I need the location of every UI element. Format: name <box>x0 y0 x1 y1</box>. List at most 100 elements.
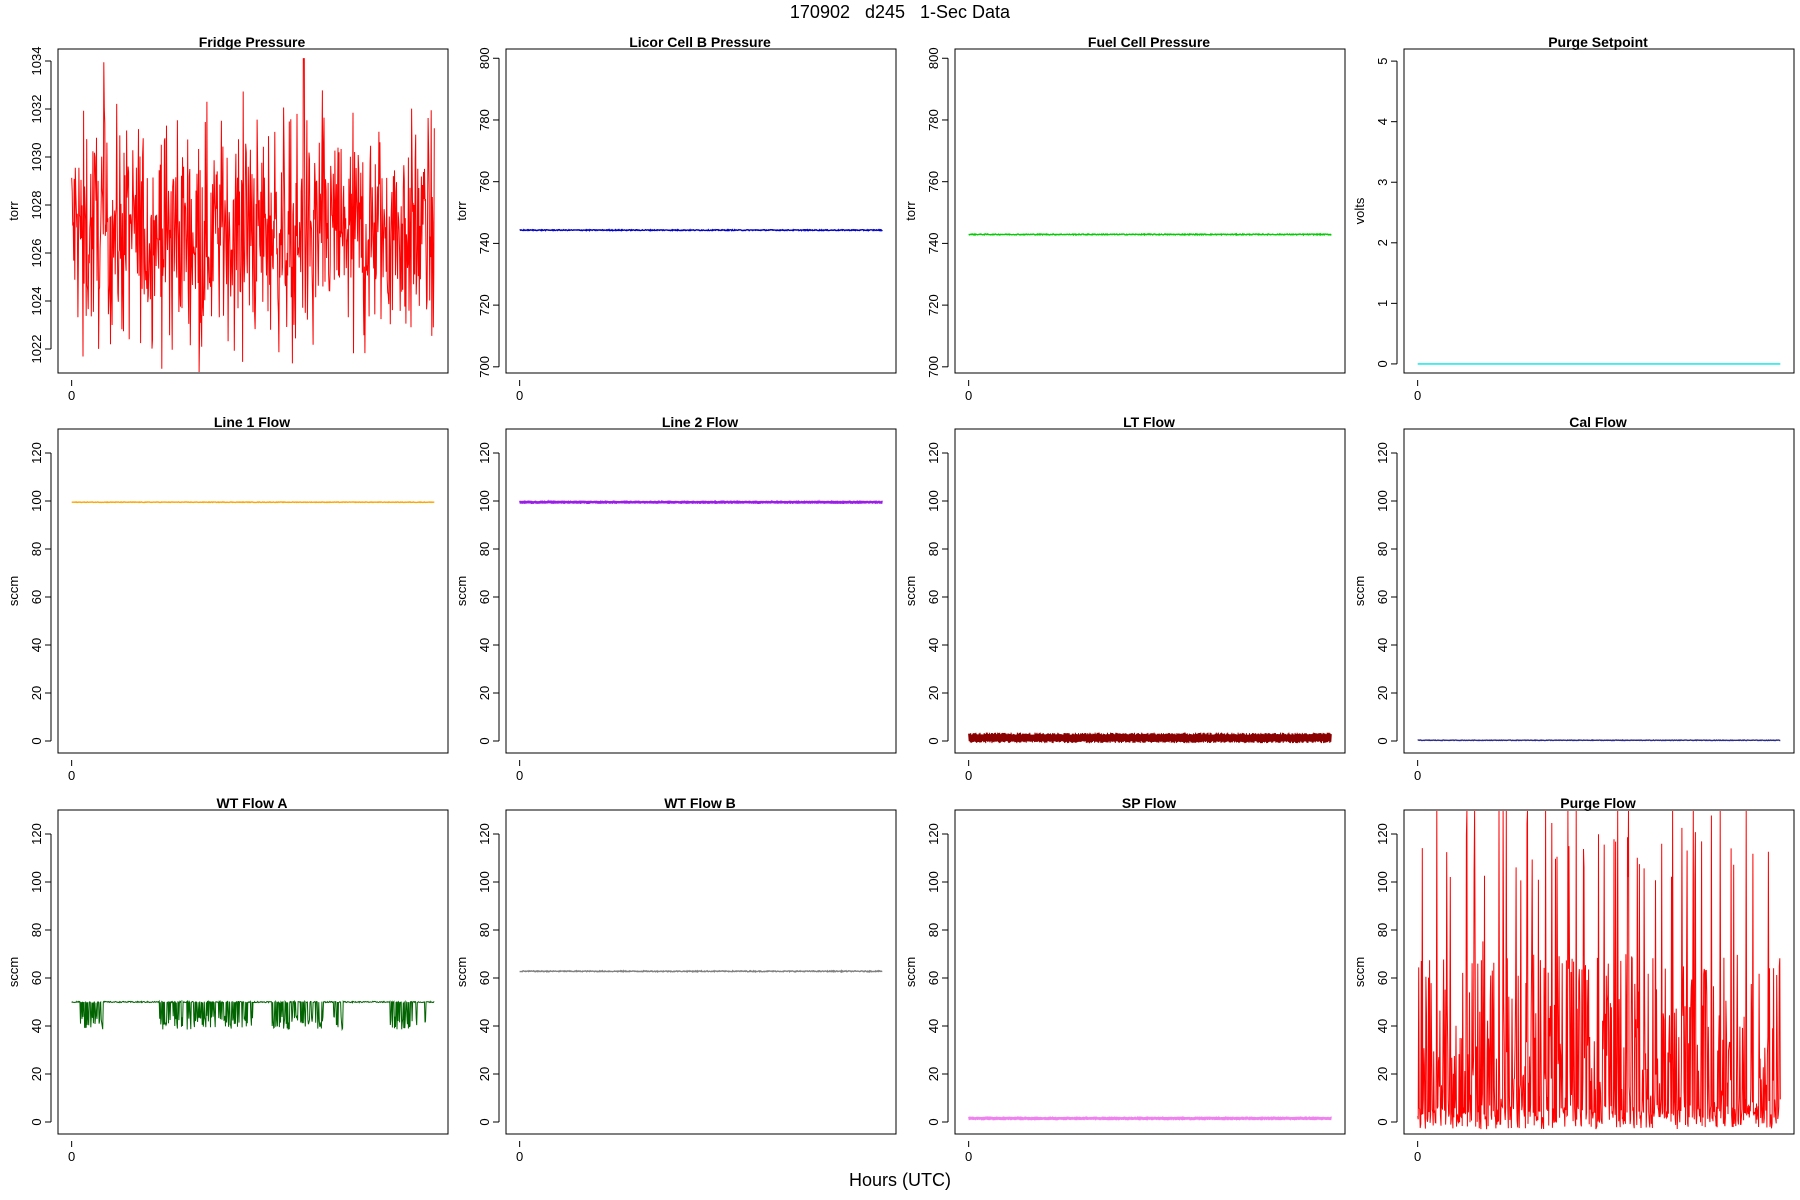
plot-frame <box>57 428 449 754</box>
y-axis-label: sccm <box>454 576 469 606</box>
panel-line-2-flow: Line 2 Flow 0 20 40 60 80 100 120 sccm 0 <box>454 414 897 783</box>
y-axis-label: torr <box>6 201 21 221</box>
x-tick-label: 0 <box>68 1149 75 1164</box>
y-tick-label: 1034 <box>29 47 44 76</box>
panel-title: Line 2 Flow <box>662 414 738 430</box>
y-tick-label: 780 <box>926 109 941 131</box>
plot-frame <box>954 48 1346 374</box>
y-tick-label: 120 <box>29 442 44 464</box>
plot-frame <box>57 809 449 1135</box>
panel-title: Fridge Pressure <box>199 34 306 50</box>
y-tick-label: 1024 <box>29 287 44 316</box>
y-tick-label: 40 <box>477 1019 492 1033</box>
y-tick-label: 100 <box>477 490 492 512</box>
panel-title: Line 1 Flow <box>214 414 290 430</box>
y-tick-label: 40 <box>29 1019 44 1033</box>
y-tick-label: 5 <box>1375 57 1390 64</box>
y-axis-label: volts <box>1352 197 1367 224</box>
y-tick-label: 40 <box>477 638 492 652</box>
figure-xlabel: Hours (UTC) <box>849 1170 951 1190</box>
y-tick-label: 60 <box>477 590 492 604</box>
y-tick-label: 40 <box>926 1019 941 1033</box>
plot-frame <box>954 809 1346 1135</box>
y-tick-label: 20 <box>477 1067 492 1081</box>
y-tick-label: 720 <box>926 294 941 316</box>
plot-frame <box>505 48 897 374</box>
x-tick-label: 0 <box>68 388 75 403</box>
series-line <box>968 1116 1332 1121</box>
y-tick-label: 80 <box>926 542 941 556</box>
y-tick-label: 1026 <box>29 239 44 268</box>
y-axis-label: torr <box>903 201 918 221</box>
panel-lt-flow: LT Flow 0 20 40 60 80 100 120 sccm 0 <box>903 414 1346 783</box>
y-tick-label: 100 <box>1375 871 1390 893</box>
y-tick-label: 780 <box>477 109 492 131</box>
y-tick-label: 20 <box>29 1067 44 1081</box>
y-tick-label: 740 <box>477 233 492 255</box>
y-tick-label: 60 <box>926 971 941 985</box>
y-axis-label: sccm <box>6 576 21 606</box>
y-tick-label: 2 <box>1375 239 1390 246</box>
plot-frame <box>57 48 449 374</box>
x-tick-label: 0 <box>965 1149 972 1164</box>
y-tick-label: 120 <box>1375 442 1390 464</box>
panel-wt-flow-a: WT Flow A 0 20 40 60 80 100 120 sccm 0 <box>6 795 449 1164</box>
y-tick-label: 100 <box>1375 490 1390 512</box>
y-tick-label: 1028 <box>29 191 44 220</box>
y-axis-label: torr <box>454 201 469 221</box>
y-tick-label: 40 <box>926 638 941 652</box>
panel-title: LT Flow <box>1123 414 1175 430</box>
plot-frame <box>505 428 897 754</box>
panel-title: Purge Flow <box>1560 795 1636 811</box>
y-tick-label: 60 <box>1375 590 1390 604</box>
figure-title: 170902 d245 1-Sec Data <box>789 2 1011 22</box>
panel-title: WT Flow B <box>664 795 736 811</box>
panel-title: WT Flow A <box>216 795 287 811</box>
y-tick-label: 80 <box>1375 923 1390 937</box>
y-tick-label: 120 <box>477 823 492 845</box>
panel-fridge-pressure: Fridge Pressure 1022 1024 1026 1028 1030 1032 1… <box>6 34 449 403</box>
series-line <box>1417 810 1781 1130</box>
y-tick-label: 800 <box>926 47 941 69</box>
x-tick-label: 0 <box>1414 768 1421 783</box>
y-axis-label: sccm <box>1352 957 1367 987</box>
y-axis-label: sccm <box>454 957 469 987</box>
series-line <box>1417 739 1781 742</box>
y-tick-label: 0 <box>477 1118 492 1125</box>
y-tick-label: 0 <box>29 1118 44 1125</box>
plot-frame <box>1403 48 1795 374</box>
panel-wt-flow-b: WT Flow B 0 20 40 60 80 100 120 sccm 0 <box>454 795 897 1164</box>
y-tick-label: 60 <box>29 590 44 604</box>
y-tick-label: 0 <box>29 737 44 744</box>
y-tick-label: 20 <box>1375 1067 1390 1081</box>
y-tick-label: 720 <box>477 294 492 316</box>
y-tick-label: 1022 <box>29 335 44 364</box>
panel-title: SP Flow <box>1122 795 1176 811</box>
y-tick-label: 760 <box>477 171 492 193</box>
y-tick-label: 100 <box>29 871 44 893</box>
y-tick-label: 0 <box>926 737 941 744</box>
panel-cal-flow: Cal Flow 0 20 40 60 80 100 120 sccm 0 <box>1352 414 1795 783</box>
y-tick-label: 40 <box>1375 638 1390 652</box>
y-tick-label: 20 <box>926 1067 941 1081</box>
y-tick-label: 80 <box>29 542 44 556</box>
y-tick-label: 100 <box>926 490 941 512</box>
y-tick-label: 700 <box>926 356 941 378</box>
y-tick-label: 80 <box>477 923 492 937</box>
y-tick-label: 800 <box>477 47 492 69</box>
y-tick-label: 20 <box>477 686 492 700</box>
y-tick-label: 20 <box>29 686 44 700</box>
x-tick-label: 0 <box>516 1149 523 1164</box>
panel-purge-setpoint: Purge Setpoint 0 1 2 3 4 5 volts 0 <box>1352 34 1795 403</box>
y-tick-label: 120 <box>477 442 492 464</box>
y-tick-label: 60 <box>1375 971 1390 985</box>
series-line <box>71 999 435 1032</box>
y-tick-label: 100 <box>926 871 941 893</box>
x-tick-label: 0 <box>68 768 75 783</box>
x-tick-label: 0 <box>965 768 972 783</box>
x-tick-label: 0 <box>516 388 523 403</box>
series-line <box>968 232 1332 237</box>
y-tick-label: 80 <box>1375 542 1390 556</box>
y-tick-label: 60 <box>29 971 44 985</box>
